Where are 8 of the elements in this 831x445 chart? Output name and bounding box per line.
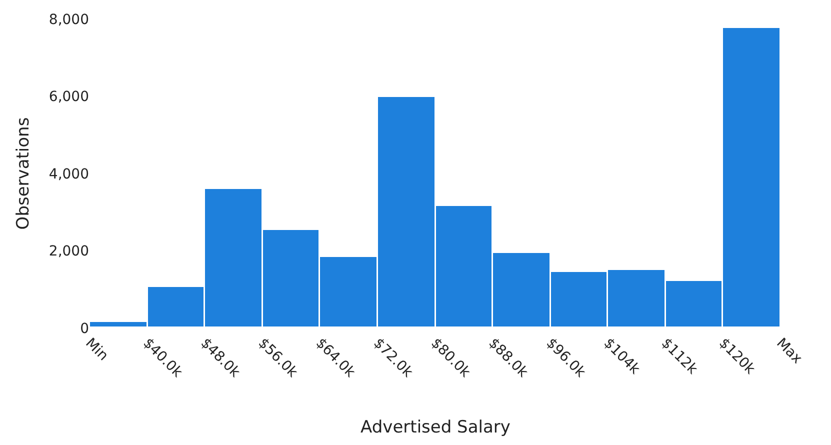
y-tick-label: 6,000 — [48, 89, 89, 106]
y-tick-label: 4,000 — [48, 166, 89, 182]
x-axis-title: Advertised Salary — [360, 418, 510, 438]
x-tick-label: Min — [82, 335, 112, 364]
y-axis-title: Observations — [13, 117, 34, 230]
y-tick-label: 2,000 — [48, 244, 89, 260]
y-tick-label: 0 — [80, 320, 89, 337]
y-tick-label: 8,000 — [48, 12, 89, 28]
